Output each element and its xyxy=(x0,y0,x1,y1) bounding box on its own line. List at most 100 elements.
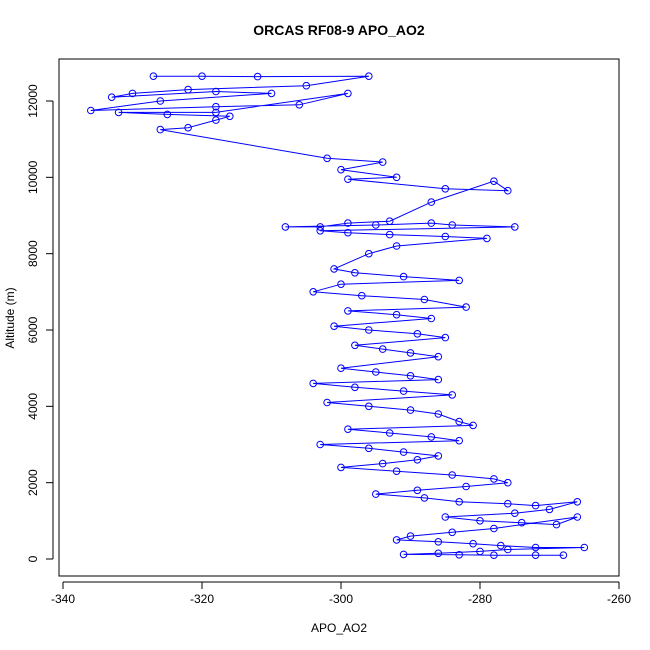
data-point xyxy=(337,280,345,289)
data-point xyxy=(281,223,290,231)
data-point xyxy=(413,486,422,495)
data-point xyxy=(441,232,450,241)
data-point xyxy=(128,89,137,98)
data-point xyxy=(406,372,415,380)
data-point xyxy=(504,545,512,554)
data-point xyxy=(434,452,443,460)
data-point xyxy=(392,536,401,544)
x-axis: -340 -320 -300 -280 -260 xyxy=(51,581,631,606)
data-point xyxy=(434,410,443,418)
data-point xyxy=(406,532,415,540)
data-point xyxy=(107,93,116,101)
data-point xyxy=(316,227,325,235)
data-point xyxy=(344,425,352,434)
y-tick-label: 8000 xyxy=(26,240,40,267)
data-point xyxy=(365,249,373,258)
data-point xyxy=(337,364,345,373)
data-point xyxy=(434,352,443,361)
data-point xyxy=(552,520,561,529)
data-point xyxy=(351,341,359,350)
data-point xyxy=(337,165,345,174)
data-point xyxy=(378,345,387,353)
x-tick-label: -320 xyxy=(190,592,214,606)
data-point xyxy=(385,429,394,437)
data-point xyxy=(441,513,450,521)
x-tick-label: -280 xyxy=(468,592,492,606)
data-point xyxy=(385,230,394,239)
data-point xyxy=(517,518,526,527)
data-point xyxy=(476,517,484,525)
data-point xyxy=(455,436,464,445)
data-point xyxy=(490,551,498,560)
data-point xyxy=(448,528,457,537)
data-point xyxy=(511,223,519,231)
data-point xyxy=(378,459,387,468)
data-point xyxy=(316,223,325,231)
x-tick-label: -300 xyxy=(329,592,353,606)
data-point xyxy=(295,101,304,109)
chart-title: ORCAS RF08-9 APO_AO2 xyxy=(253,22,425,38)
data-point xyxy=(580,543,589,552)
data-point xyxy=(267,89,276,98)
data-point xyxy=(462,303,470,311)
data-point xyxy=(392,242,401,250)
y-tick-label: 12000 xyxy=(26,84,40,118)
data-point xyxy=(156,125,165,134)
data-point xyxy=(351,383,359,392)
data-point xyxy=(365,402,373,411)
data-point xyxy=(344,175,352,183)
y-axis: 0 2000 4000 6000 8000 10000 12000 xyxy=(26,84,54,562)
data-point xyxy=(316,440,325,449)
data-point xyxy=(156,97,165,105)
data-point xyxy=(559,551,568,560)
data-point xyxy=(87,106,95,115)
data-point xyxy=(253,72,262,81)
data-point xyxy=(531,543,540,552)
data-point xyxy=(413,330,422,338)
data-point xyxy=(469,539,477,548)
data-point xyxy=(330,265,338,273)
data-point xyxy=(198,72,206,80)
y-tick-label: 2000 xyxy=(26,469,40,496)
data-point xyxy=(184,85,192,94)
data-point xyxy=(385,217,394,225)
data-point xyxy=(365,326,373,334)
data-point xyxy=(212,87,220,96)
data-point xyxy=(344,89,352,98)
data-point xyxy=(504,478,512,487)
data-point xyxy=(399,272,408,281)
data-point xyxy=(351,269,359,277)
data-point xyxy=(531,551,540,560)
data-point xyxy=(365,72,373,80)
data-point xyxy=(434,375,443,384)
x-tick-label: -260 xyxy=(607,592,631,606)
data-point xyxy=(531,501,540,510)
data-point xyxy=(413,456,422,464)
data-point xyxy=(573,498,582,506)
data-point xyxy=(392,467,401,476)
data-point xyxy=(212,102,220,111)
data-point xyxy=(455,551,464,559)
data-point xyxy=(392,173,401,182)
data-point xyxy=(441,333,450,342)
data-point xyxy=(448,471,457,479)
data-point xyxy=(490,177,498,185)
plot-series xyxy=(87,72,589,560)
data-point xyxy=(372,221,380,229)
data-point xyxy=(406,406,415,414)
data-point xyxy=(455,417,464,426)
data-point xyxy=(344,228,352,237)
data-point xyxy=(212,116,220,124)
data-point xyxy=(358,291,366,300)
y-tick-label: 4000 xyxy=(26,393,40,420)
data-point xyxy=(420,494,429,502)
y-axis-label: Altitude (m) xyxy=(3,287,17,348)
x-tick-label: -340 xyxy=(51,592,75,606)
data-point xyxy=(545,505,554,514)
data-point xyxy=(406,349,415,357)
data-point xyxy=(573,513,582,521)
data-point xyxy=(372,368,380,376)
data-point xyxy=(344,219,352,227)
data-point xyxy=(163,110,172,119)
